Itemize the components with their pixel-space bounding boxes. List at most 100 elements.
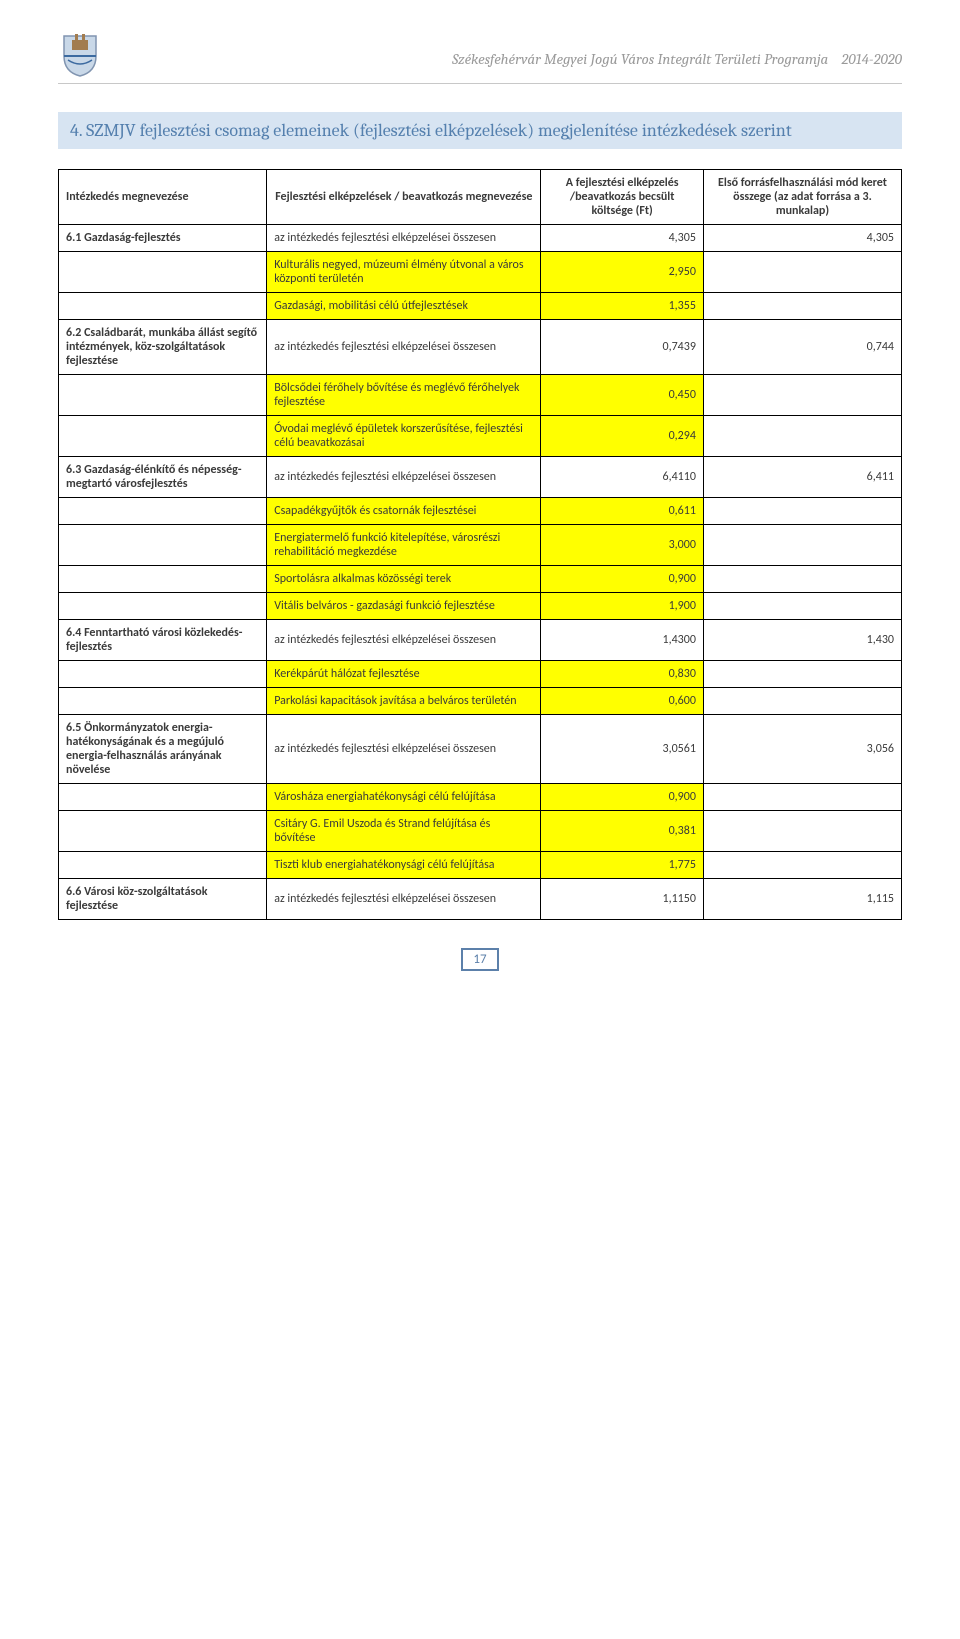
cell-koltseg: 0,600 bbox=[541, 688, 704, 715]
table-header-row: Intézkedés megnevezése Fejlesztési elkép… bbox=[59, 170, 902, 225]
table-row: 6.1 Gazdaság-fejlesztésaz intézkedés fej… bbox=[59, 225, 902, 252]
cell-forras bbox=[703, 525, 901, 566]
cell-koltseg: 1,900 bbox=[541, 593, 704, 620]
cell-koltseg: 1,1150 bbox=[541, 879, 704, 920]
cell-megnevezes: Kulturális negyed, múzeumi élmény útvona… bbox=[267, 252, 541, 293]
cell-intezkedes bbox=[59, 525, 267, 566]
cell-forras: 0,744 bbox=[703, 320, 901, 375]
cell-forras: 3,056 bbox=[703, 715, 901, 784]
cell-forras bbox=[703, 811, 901, 852]
cell-koltseg: 2,950 bbox=[541, 252, 704, 293]
table-row: Kulturális negyed, múzeumi élmény útvona… bbox=[59, 252, 902, 293]
doc-years-text: 2014-2020 bbox=[841, 50, 902, 68]
cell-koltseg: 0,900 bbox=[541, 784, 704, 811]
cell-megnevezes: Sportolásra alkalmas közösségi terek bbox=[267, 566, 541, 593]
cell-intezkedes: 6.3 Gazdaság-élénkítő és népesség-megtar… bbox=[59, 457, 267, 498]
cell-intezkedes bbox=[59, 293, 267, 320]
table-row: Vitális belváros - gazdasági funkció fej… bbox=[59, 593, 902, 620]
data-table: Intézkedés megnevezése Fejlesztési elkép… bbox=[58, 169, 902, 920]
cell-intezkedes bbox=[59, 416, 267, 457]
cell-intezkedes bbox=[59, 593, 267, 620]
cell-megnevezes: az intézkedés fejlesztési elképzelései ö… bbox=[267, 620, 541, 661]
cell-megnevezes: az intézkedés fejlesztési elképzelései ö… bbox=[267, 320, 541, 375]
table-row: Parkolási kapacitások javítása a belváro… bbox=[59, 688, 902, 715]
cell-forras bbox=[703, 593, 901, 620]
cell-forras bbox=[703, 375, 901, 416]
cell-forras: 6,411 bbox=[703, 457, 901, 498]
cell-koltseg: 0,381 bbox=[541, 811, 704, 852]
table-row: Gazdasági, mobilitási célú útfejlesztése… bbox=[59, 293, 902, 320]
page-container: Székesfehérvár Megyei Jogú Város Integrá… bbox=[0, 0, 960, 1011]
cell-forras bbox=[703, 784, 901, 811]
cell-koltseg: 1,355 bbox=[541, 293, 704, 320]
cell-forras: 1,115 bbox=[703, 879, 901, 920]
table-row: 6.5 Önkormányzatok energia-hatékonyságán… bbox=[59, 715, 902, 784]
section-title: SZMJV fejlesztési csomag elemeinek (fejl… bbox=[86, 120, 792, 141]
cell-intezkedes bbox=[59, 811, 267, 852]
cell-koltseg: 0,294 bbox=[541, 416, 704, 457]
table-row: Bölcsődei férőhely bővítése és meglévő f… bbox=[59, 375, 902, 416]
cell-intezkedes: 6.1 Gazdaság-fejlesztés bbox=[59, 225, 267, 252]
table-row: Sportolásra alkalmas közösségi terek0,90… bbox=[59, 566, 902, 593]
cell-forras bbox=[703, 852, 901, 879]
table-row: Óvodai meglévő épületek korszerűsítése, … bbox=[59, 416, 902, 457]
cell-intezkedes bbox=[59, 252, 267, 293]
cell-koltseg: 0,7439 bbox=[541, 320, 704, 375]
cell-megnevezes: Csapadékgyűjtők és csatornák fejlesztése… bbox=[267, 498, 541, 525]
cell-forras: 4,305 bbox=[703, 225, 901, 252]
th-koltseg: A fejlesztési elképzelés /beavatkozás be… bbox=[541, 170, 704, 225]
cell-megnevezes: az intézkedés fejlesztési elképzelései ö… bbox=[267, 715, 541, 784]
cell-koltseg: 4,305 bbox=[541, 225, 704, 252]
table-row: Energiatermelő funkció kitelepítése, vár… bbox=[59, 525, 902, 566]
cell-megnevezes: Tiszti klub energiahatékonysági célú fel… bbox=[267, 852, 541, 879]
page-header: Székesfehérvár Megyei Jogú Város Integrá… bbox=[58, 30, 902, 84]
cell-koltseg: 0,830 bbox=[541, 661, 704, 688]
cell-koltseg: 6,4110 bbox=[541, 457, 704, 498]
table-row: 6.6 Városi köz-szolgáltatások fejlesztés… bbox=[59, 879, 902, 920]
doc-title-text: Székesfehérvár Megyei Jogú Város Integrá… bbox=[452, 50, 828, 68]
page-number-container: 17 bbox=[58, 948, 902, 971]
cell-forras bbox=[703, 498, 901, 525]
cell-koltseg: 3,0561 bbox=[541, 715, 704, 784]
cell-intezkedes bbox=[59, 498, 267, 525]
cell-megnevezes: Kerékpárút hálózat fejlesztése bbox=[267, 661, 541, 688]
cell-megnevezes: Vitális belváros - gazdasági funkció fej… bbox=[267, 593, 541, 620]
cell-megnevezes: az intézkedés fejlesztési elképzelései ö… bbox=[267, 879, 541, 920]
cell-koltseg: 1,775 bbox=[541, 852, 704, 879]
cell-megnevezes: Városháza energiahatékonysági célú felúj… bbox=[267, 784, 541, 811]
cell-forras bbox=[703, 416, 901, 457]
cell-intezkedes bbox=[59, 661, 267, 688]
cell-intezkedes bbox=[59, 688, 267, 715]
city-crest-icon bbox=[58, 30, 102, 78]
cell-megnevezes: az intézkedés fejlesztési elképzelései ö… bbox=[267, 225, 541, 252]
cell-forras bbox=[703, 661, 901, 688]
cell-koltseg: 0,611 bbox=[541, 498, 704, 525]
table-row: 6.4 Fenntartható városi közlekedés-fejle… bbox=[59, 620, 902, 661]
cell-koltseg: 3,000 bbox=[541, 525, 704, 566]
cell-megnevezes: az intézkedés fejlesztési elképzelései ö… bbox=[267, 457, 541, 498]
cell-intezkedes: 6.6 Városi köz-szolgáltatások fejlesztés… bbox=[59, 879, 267, 920]
cell-intezkedes: 6.4 Fenntartható városi közlekedés-fejle… bbox=[59, 620, 267, 661]
cell-koltseg: 1,4300 bbox=[541, 620, 704, 661]
cell-intezkedes bbox=[59, 784, 267, 811]
th-intezkedes: Intézkedés megnevezése bbox=[59, 170, 267, 225]
cell-forras: 1,430 bbox=[703, 620, 901, 661]
cell-megnevezes: Csitáry G. Emil Uszoda és Strand felújít… bbox=[267, 811, 541, 852]
table-row: 6.3 Gazdaság-élénkítő és népesség-megtar… bbox=[59, 457, 902, 498]
cell-intezkedes bbox=[59, 375, 267, 416]
document-running-title: Székesfehérvár Megyei Jogú Város Integrá… bbox=[110, 50, 902, 68]
table-row: Városháza energiahatékonysági célú felúj… bbox=[59, 784, 902, 811]
cell-intezkedes bbox=[59, 566, 267, 593]
page-number: 17 bbox=[461, 948, 498, 971]
table-row: 6.2 Családbarát, munkába állást segítő i… bbox=[59, 320, 902, 375]
cell-megnevezes: Gazdasági, mobilitási célú útfejlesztése… bbox=[267, 293, 541, 320]
table-body: 6.1 Gazdaság-fejlesztésaz intézkedés fej… bbox=[59, 225, 902, 920]
table-row: Csapadékgyűjtők és csatornák fejlesztése… bbox=[59, 498, 902, 525]
table-row: Csitáry G. Emil Uszoda és Strand felújít… bbox=[59, 811, 902, 852]
cell-forras bbox=[703, 252, 901, 293]
cell-megnevezes: Parkolási kapacitások javítása a belváro… bbox=[267, 688, 541, 715]
cell-megnevezes: Óvodai meglévő épületek korszerűsítése, … bbox=[267, 416, 541, 457]
cell-koltseg: 0,900 bbox=[541, 566, 704, 593]
th-fejlesztesi: Fejlesztési elképzelések / beavatkozás m… bbox=[267, 170, 541, 225]
cell-intezkedes bbox=[59, 852, 267, 879]
